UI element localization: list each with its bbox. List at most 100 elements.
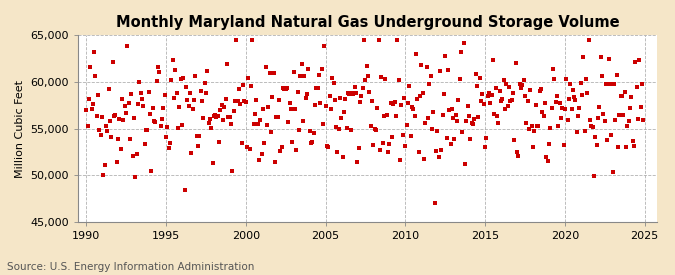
Point <box>224 114 235 119</box>
Point <box>196 98 207 103</box>
Point <box>383 150 394 154</box>
Point <box>550 100 561 104</box>
Point <box>346 128 356 132</box>
Point <box>84 97 95 101</box>
Point <box>501 82 512 86</box>
Point <box>232 99 243 103</box>
Point <box>631 84 642 89</box>
Point <box>603 56 614 61</box>
Point <box>448 116 458 120</box>
Point <box>513 154 524 158</box>
Point <box>418 157 429 161</box>
Point <box>178 76 188 81</box>
Point <box>638 118 649 122</box>
Point <box>608 170 618 174</box>
Point <box>423 116 433 120</box>
Point <box>182 98 192 103</box>
Point <box>113 137 124 141</box>
Point <box>489 112 500 117</box>
Point <box>144 112 155 116</box>
Point <box>140 128 151 132</box>
Point <box>597 74 608 79</box>
Point <box>424 81 435 86</box>
Point <box>402 101 413 105</box>
Point <box>106 135 117 139</box>
Point <box>533 124 543 128</box>
Point <box>622 124 632 128</box>
Point <box>277 86 288 90</box>
Point <box>206 126 217 130</box>
Point <box>470 72 481 76</box>
Point <box>587 125 598 129</box>
Point <box>192 144 203 149</box>
Point <box>497 97 508 101</box>
Point <box>512 150 522 154</box>
Point <box>320 104 331 109</box>
Point <box>428 109 439 114</box>
Point <box>541 155 551 160</box>
Point <box>446 107 457 111</box>
Point <box>300 96 311 101</box>
Point <box>369 126 380 131</box>
Point <box>524 126 535 131</box>
Point <box>452 119 462 123</box>
Point <box>421 65 432 70</box>
Point <box>335 96 346 100</box>
Point <box>381 113 392 117</box>
Point <box>570 98 581 102</box>
Point <box>190 73 200 78</box>
Point <box>162 125 173 129</box>
Point <box>151 78 162 83</box>
Point <box>236 140 247 145</box>
Point <box>516 86 526 90</box>
Point <box>598 112 609 116</box>
Point <box>534 89 545 93</box>
Point <box>561 77 572 81</box>
Point <box>389 100 400 104</box>
Point <box>624 105 635 110</box>
Point <box>92 92 103 97</box>
Point <box>612 73 622 78</box>
Point <box>437 113 448 117</box>
Point <box>568 87 578 92</box>
Point <box>82 124 93 128</box>
Point <box>464 114 475 118</box>
Point <box>406 105 417 109</box>
Point <box>296 61 307 66</box>
Point <box>225 122 236 126</box>
Point <box>609 82 620 86</box>
Point <box>486 92 497 97</box>
Point <box>134 80 144 84</box>
Point <box>155 124 166 128</box>
Point <box>317 122 328 127</box>
Point <box>118 117 129 122</box>
Point <box>564 97 574 101</box>
Point <box>535 87 546 91</box>
Point <box>398 133 408 138</box>
Point <box>606 133 617 137</box>
Point <box>115 147 126 151</box>
Point <box>408 107 418 111</box>
Point <box>315 100 325 105</box>
Point <box>90 74 101 79</box>
Point <box>530 103 541 108</box>
Point <box>537 110 547 114</box>
Point <box>594 105 605 109</box>
Point <box>294 128 304 132</box>
Point <box>154 70 165 74</box>
Point <box>462 103 473 108</box>
Point <box>551 94 562 99</box>
Point <box>461 119 472 123</box>
Point <box>479 102 489 107</box>
Point <box>569 95 580 100</box>
Point <box>138 104 148 108</box>
Point <box>518 78 529 82</box>
Point <box>618 113 629 118</box>
Point <box>543 142 554 146</box>
Point <box>231 38 242 42</box>
Point <box>307 139 318 144</box>
Point <box>191 134 202 139</box>
Point <box>292 89 303 94</box>
Point <box>634 57 645 62</box>
Point <box>549 77 560 81</box>
